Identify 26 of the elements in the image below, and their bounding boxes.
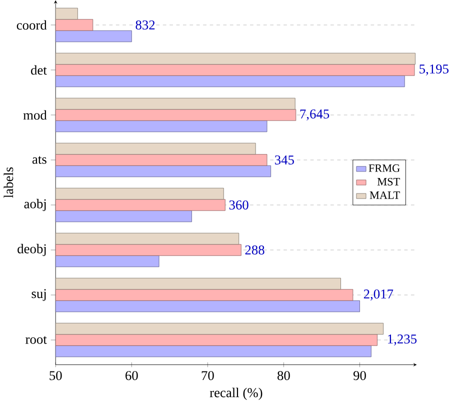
x-axis-title: recall (%) [210,388,262,400]
x-tick-label: 70 [202,371,214,380]
y-axis-title: labels [4,167,14,198]
legend-label: FRMG [368,164,400,172]
annotation: 360 [229,200,248,210]
y-tick-label: aobj [24,199,46,212]
legend-label: MALT [370,192,400,200]
y-tick-label: det [31,65,47,75]
annotation: 832 [136,20,155,30]
annotation: 345 [275,156,294,165]
annotation: 288 [245,246,264,255]
x-tick-label: 60 [126,371,138,380]
legend-label: MST [377,178,400,186]
x-tick-label: 50 [50,371,62,380]
y-tick-label: root [26,336,47,344]
y-tick-label: mod [23,110,47,120]
y-tick-label: deobj [18,244,46,256]
annotation: 2,017 [364,290,394,301]
annotation: 1,235 [388,334,417,346]
y-tick-label: suj [32,289,46,302]
x-tick-label: 80 [278,371,290,380]
x-tick-label: 90 [353,371,366,380]
text: 5,195 [420,64,448,76]
y-tick-label: coord [16,20,47,30]
annotation: 7,645 [300,110,330,121]
y-tick-label: ats [32,156,46,164]
